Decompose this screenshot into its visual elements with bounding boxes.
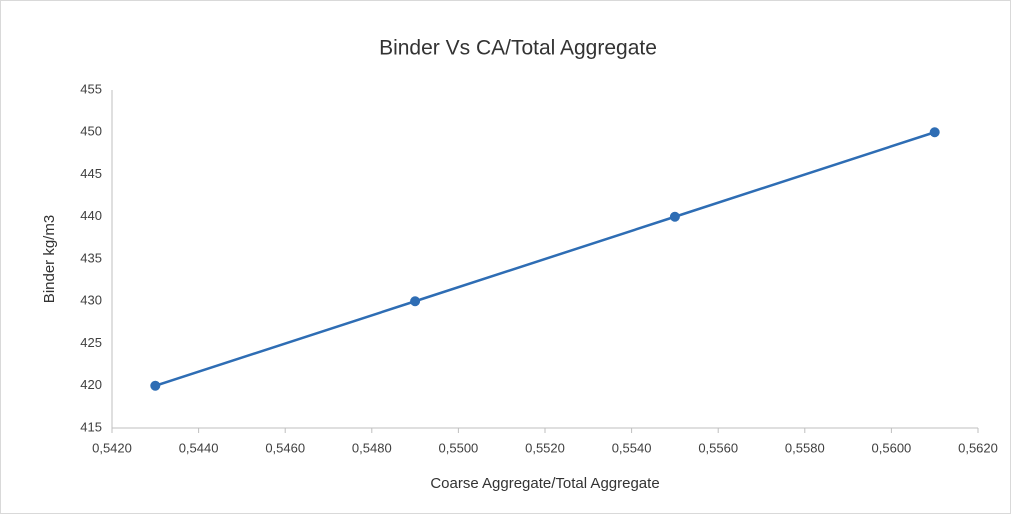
data-point	[669, 211, 680, 222]
y-tick-label: 450	[80, 124, 102, 139]
y-tick-label: 435	[80, 250, 102, 265]
x-tick-label: 0,5420	[92, 440, 132, 455]
x-tick-label: 0,5580	[785, 440, 825, 455]
x-tick-label: 0,5480	[352, 440, 392, 455]
y-tick-label: 440	[80, 208, 102, 223]
x-tick-label: 0,5460	[265, 440, 305, 455]
chart-title: Binder Vs CA/Total Aggregate	[379, 37, 657, 60]
data-point	[410, 296, 421, 307]
series-line	[154, 131, 936, 387]
x-tick-label: 0,5520	[525, 440, 565, 455]
y-tick-label: 445	[80, 166, 102, 181]
y-tick-label: 415	[80, 419, 102, 434]
y-tick-label: 425	[80, 335, 102, 350]
x-axis-title: Coarse Aggregate/Total Aggregate	[430, 475, 659, 492]
y-tick-label: 430	[80, 293, 102, 308]
x-tick-label: 0,5500	[439, 440, 479, 455]
y-tick-label: 420	[80, 377, 102, 392]
x-tick-label: 0,5620	[958, 440, 998, 455]
x-tick-label: 0,5600	[872, 440, 912, 455]
y-tick-label: 455	[80, 81, 102, 96]
y-axis-title: Binder kg/m3	[41, 215, 58, 303]
x-tick-label: 0,5560	[698, 440, 738, 455]
x-tick-label: 0,5440	[179, 440, 219, 455]
x-tick-label: 0,5540	[612, 440, 652, 455]
data-point	[150, 380, 161, 391]
data-point	[929, 127, 940, 138]
